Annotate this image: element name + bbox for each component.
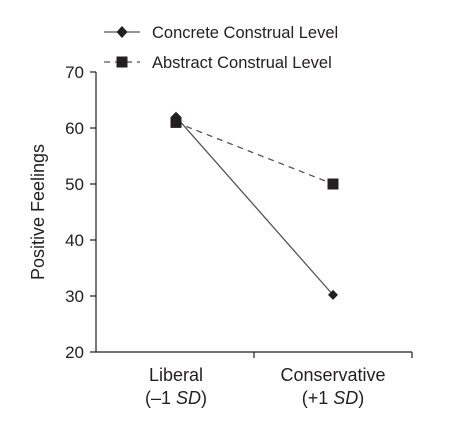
data-point-concrete-1: [328, 289, 338, 300]
x-category-sublabel: (–1 SD): [145, 388, 207, 408]
legend-label-abstract: Abstract Construal Level: [152, 54, 332, 72]
legend: Concrete Construal Level Abstract Constr…: [104, 24, 338, 72]
y-tick-label: 30: [65, 287, 84, 306]
y-tick-label: 60: [65, 119, 84, 138]
y-tick-label: 20: [65, 343, 84, 362]
legend-item-concrete: Concrete Construal Level: [104, 24, 338, 42]
x-category-label: Conservative: [280, 365, 385, 385]
y-tick-label: 50: [65, 175, 84, 194]
x-category-sublabel: (+1 SD): [302, 388, 365, 408]
y-tick-label: 40: [65, 231, 84, 250]
legend-label-concrete: Concrete Construal Level: [152, 24, 338, 42]
legend-item-abstract: Abstract Construal Level: [104, 54, 332, 72]
series-layer: [170, 111, 339, 300]
x-category-labels: Liberal (–1 SD) Conservative (+1 SD): [145, 365, 386, 408]
data-point-abstract-1: [327, 178, 339, 190]
series-line-abstract: [175, 121, 334, 185]
series-line-concrete: [175, 116, 334, 296]
legend-marker-abstract: [116, 56, 128, 68]
y-tick-label: 70: [65, 63, 84, 82]
y-ticks: 20 30 40 50 60 70: [65, 63, 96, 362]
data-point-abstract-0: [170, 116, 182, 128]
y-axis-title: Positive Feelings: [28, 144, 48, 280]
legend-marker-concrete: [116, 26, 128, 38]
x-category-label: Liberal: [149, 365, 203, 385]
